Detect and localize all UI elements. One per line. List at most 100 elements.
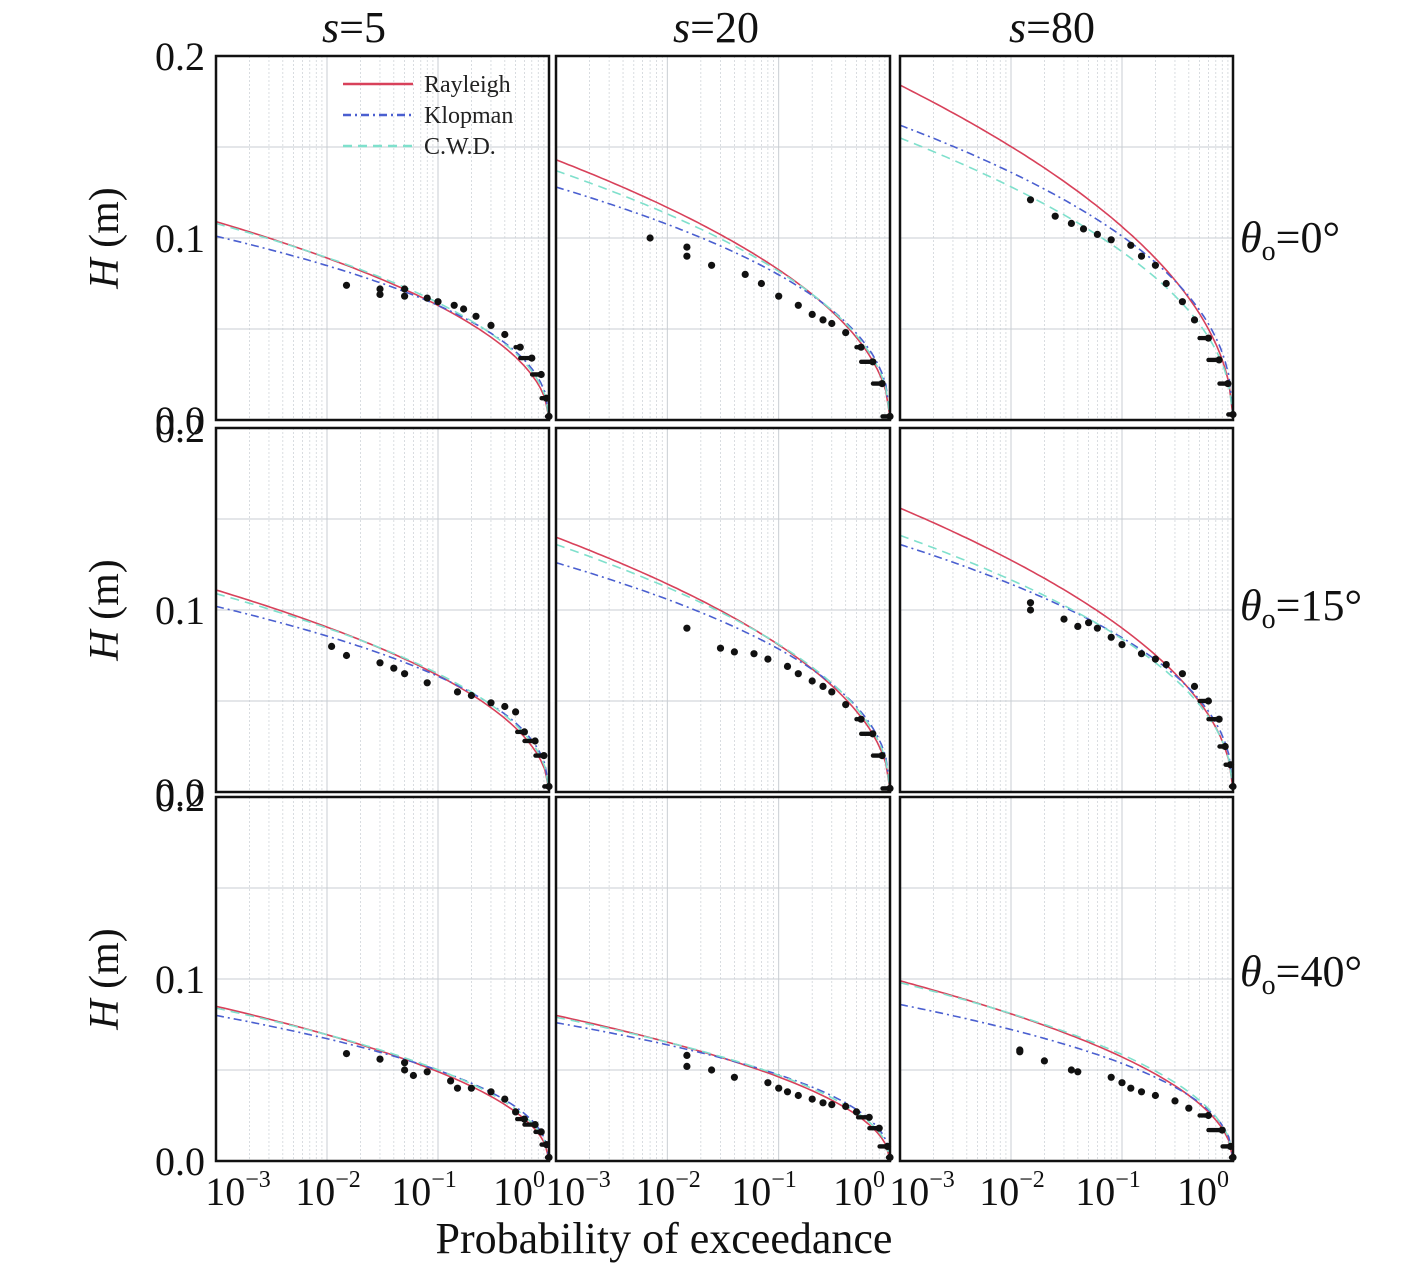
curve-cwd <box>899 981 1234 1159</box>
y-axis-label: H (m) <box>82 928 128 1031</box>
curve-rayleigh <box>899 84 1234 416</box>
data-point <box>1151 261 1159 269</box>
panel-frame <box>554 795 892 1163</box>
curve-rayleigh <box>215 1005 550 1160</box>
data-point <box>819 1099 827 1107</box>
curve-rayleigh <box>555 1014 891 1160</box>
x-tick-base: 10 <box>545 1169 585 1214</box>
data-point <box>342 281 351 289</box>
data-point <box>808 1095 816 1103</box>
panel-frame <box>554 426 892 794</box>
data-point <box>423 1068 431 1076</box>
x-tick-exponent: −1 <box>771 1167 797 1193</box>
data-point <box>532 738 537 744</box>
data-point <box>376 1055 384 1063</box>
curve-cwd <box>899 534 1234 788</box>
data-point <box>869 359 874 364</box>
data-point <box>1178 298 1186 306</box>
row-header-symbol: θ <box>1240 947 1262 996</box>
curve-klopman <box>899 124 1234 414</box>
x-tick-exponent: 0 <box>1217 1167 1229 1193</box>
curve-cwd <box>555 169 891 416</box>
data-point <box>1137 650 1146 658</box>
data-point <box>1185 1104 1193 1112</box>
data-point <box>884 1144 890 1149</box>
data-point <box>1127 1084 1135 1092</box>
curve-cwd <box>215 222 550 417</box>
data-point <box>819 682 827 691</box>
data-point <box>538 1129 543 1135</box>
data-point <box>1051 212 1059 220</box>
data-point <box>716 644 725 652</box>
x-tick-exponent: −2 <box>1019 1167 1045 1193</box>
x-tick-base: 10 <box>731 1169 771 1214</box>
data-point <box>1205 698 1210 704</box>
x-tick-exponent: −2 <box>335 1167 361 1193</box>
data-point <box>808 677 816 685</box>
legend-label: Klopman <box>424 103 513 129</box>
x-tick-label: 10−2 <box>635 1167 701 1214</box>
curve-rayleigh <box>215 589 550 790</box>
data-point <box>460 305 468 313</box>
data-point <box>450 301 458 309</box>
data-point <box>708 261 716 269</box>
data-point <box>730 648 739 656</box>
data-point <box>1216 357 1221 363</box>
curve-rayleigh <box>899 507 1234 789</box>
legend: Rayleigh Klopman C.W.D. <box>343 72 513 160</box>
x-tick-base: 10 <box>889 1169 929 1214</box>
row-header-symbol: θ <box>1240 581 1262 630</box>
data-point <box>513 709 518 715</box>
data-point <box>1216 717 1221 722</box>
data-point <box>683 1051 691 1059</box>
data-point <box>376 285 384 293</box>
x-tick-label: 10−3 <box>545 1167 611 1214</box>
data-point <box>1026 196 1035 204</box>
data-point <box>1137 1088 1146 1096</box>
panel-2-1: 0.2 0.1 0.0 H (m) <box>82 406 553 815</box>
curve-rayleigh <box>555 536 891 789</box>
y-tick-label: 0.0 <box>155 398 205 443</box>
y-axis-label-unit: (m) <box>82 928 128 999</box>
data-point <box>342 1050 351 1058</box>
data-point <box>1178 670 1186 678</box>
curve-cwd <box>555 543 891 789</box>
x-tick-label: 10−1 <box>731 1167 797 1214</box>
data-point <box>423 679 431 687</box>
x-tick-base: 10 <box>1075 1169 1115 1214</box>
data-point <box>1093 230 1101 238</box>
data-point <box>516 345 521 350</box>
row-header-3: θo=40° <box>1240 947 1362 1001</box>
x-axis-label: Probability of exceedance <box>436 1214 893 1263</box>
data-point <box>472 312 480 320</box>
data-point <box>434 298 442 306</box>
data-point <box>683 1062 691 1070</box>
x-tick-base: 10 <box>295 1169 335 1214</box>
curve-rayleigh <box>899 980 1234 1159</box>
column-header-var: s <box>673 3 690 52</box>
panel-1-3 <box>898 54 1237 422</box>
data-point <box>1151 1091 1159 1100</box>
data-point <box>1162 279 1170 288</box>
data-point <box>1205 335 1210 341</box>
data-point <box>783 1088 792 1096</box>
data-point <box>521 729 526 735</box>
y-tick-label: 0.0 <box>155 1139 205 1184</box>
data-point <box>328 642 336 651</box>
data-point <box>741 270 749 278</box>
data-point <box>1026 599 1035 607</box>
data-point <box>1227 762 1233 767</box>
panel-frame <box>214 795 551 1163</box>
data-point <box>1118 1079 1126 1087</box>
data-point <box>1205 1113 1210 1118</box>
data-point <box>1190 682 1199 691</box>
x-tick-label: 100 <box>493 1167 545 1214</box>
curve-klopman <box>899 543 1234 787</box>
data-point <box>828 319 836 328</box>
x-tick-base: 10 <box>493 1169 533 1214</box>
panel-frame <box>214 54 551 422</box>
column-header-1: s=5 <box>322 3 386 52</box>
y-tick-label: 0.1 <box>155 957 205 1002</box>
row-header-value: =0° <box>1276 213 1340 262</box>
